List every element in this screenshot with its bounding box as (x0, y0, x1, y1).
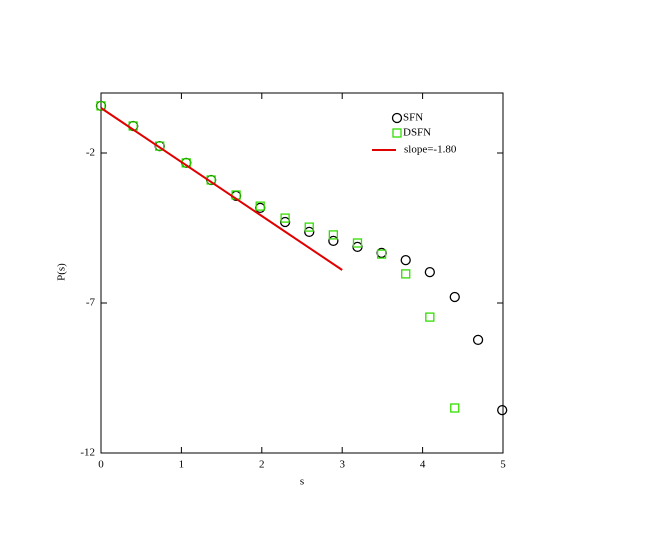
point (96, 101, 106, 111)
legend-swatch (391, 112, 403, 124)
x-tick-label: 3 (339, 459, 345, 471)
fit-line (100, 107, 343, 271)
point (401, 269, 411, 279)
point (155, 141, 165, 151)
legend-swatch (392, 128, 402, 138)
point (280, 213, 290, 223)
point (400, 254, 411, 266)
point (255, 202, 266, 214)
point (304, 226, 315, 238)
x-tick-label: 0 (98, 459, 104, 471)
x-tick-label: 5 (500, 459, 506, 471)
point (450, 403, 460, 413)
x-axis-label: s (300, 476, 304, 488)
legend-label: DSFN (403, 127, 431, 139)
x-tick-label: 4 (420, 459, 426, 471)
y-tick-label: -12 (80, 447, 95, 459)
point (352, 238, 363, 248)
point (304, 222, 314, 232)
y-tick-label: -2 (86, 147, 95, 159)
plot-frame (100, 92, 504, 454)
y-tick-label: -7 (86, 297, 96, 309)
point (328, 230, 339, 240)
point (424, 266, 435, 278)
point (255, 201, 265, 211)
y-axis-label: P(s) (56, 263, 68, 281)
legend-label: SFN (403, 112, 423, 124)
point (376, 249, 387, 259)
x-tick-label: 2 (259, 459, 265, 471)
point (425, 312, 435, 322)
point (497, 404, 508, 416)
x-tick-label: 1 (179, 459, 185, 471)
point (449, 291, 460, 303)
point (328, 235, 339, 247)
point (472, 334, 484, 346)
legend-label: slope=-1.80 (404, 144, 457, 156)
